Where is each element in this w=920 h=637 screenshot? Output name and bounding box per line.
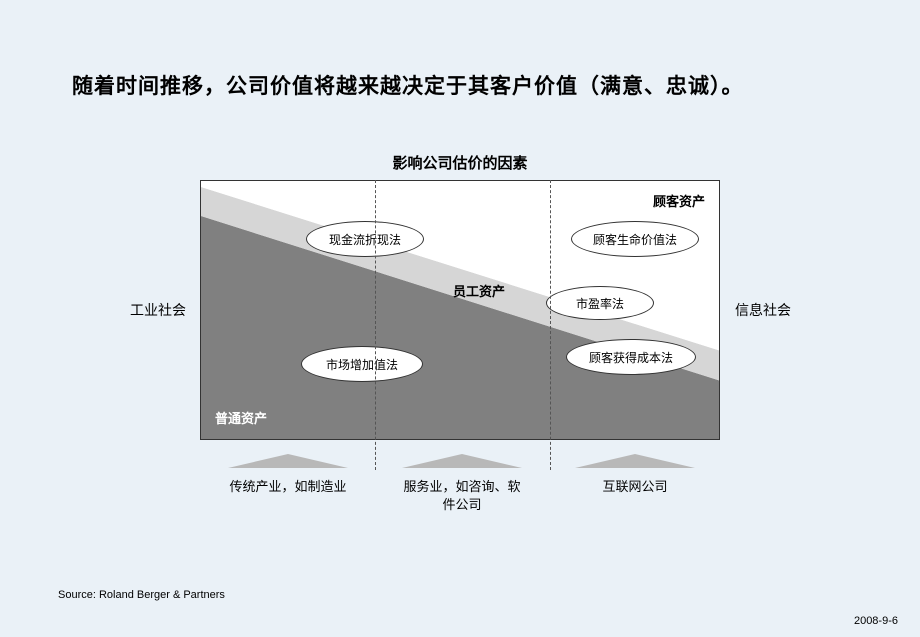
ellipse-pe: 市盈率法 xyxy=(546,286,654,320)
ellipse-mva: 市场增加值法 xyxy=(301,346,423,382)
axis-right-label: 信息社会 xyxy=(735,300,791,320)
page-title: 随着时间推移，公司价值将越来越决定于其客户价值（满意、忠诚）。 xyxy=(72,70,744,100)
category-arrow-2 xyxy=(575,454,695,468)
category-arrow-1 xyxy=(402,454,522,468)
category-arrows xyxy=(200,454,720,474)
chart-box: 顾客资产 员工资产 普通资产 现金流折现法 顾客生命价值法市盈率法市场增加值法 顾客… xyxy=(200,180,720,440)
category-label-2: 互联网公司 xyxy=(555,478,715,496)
axis-left-label: 工业社会 xyxy=(130,300,186,320)
category-label-1: 服务业，如咨询、软件公司 xyxy=(382,478,542,514)
divider-1 xyxy=(550,180,551,470)
date-text: 2008-9-6 xyxy=(854,615,898,627)
divider-0 xyxy=(375,180,376,470)
ellipse-clv: 顾客生命价值法 xyxy=(571,221,699,257)
chart-subtitle: 影响公司估价的因素 xyxy=(0,152,920,173)
band-middle-label: 员工资产 xyxy=(453,281,505,300)
band-bottom-label: 普通资产 xyxy=(215,408,267,427)
category-label-0: 传统产业，如制造业 xyxy=(208,478,368,496)
ellipse-cac: 顾客获得成本法 xyxy=(566,339,696,375)
chart-area: 顾客资产 员工资产 普通资产 现金流折现法 顾客生命价值法市盈率法市场增加值法 顾客… xyxy=(200,180,720,440)
band-top-label: 顾客资产 xyxy=(653,191,705,210)
ellipse-dcf: 现金流折现法 xyxy=(306,221,424,257)
source-text: Source: Roland Berger & Partners xyxy=(58,589,225,601)
category-arrow-0 xyxy=(228,454,348,468)
